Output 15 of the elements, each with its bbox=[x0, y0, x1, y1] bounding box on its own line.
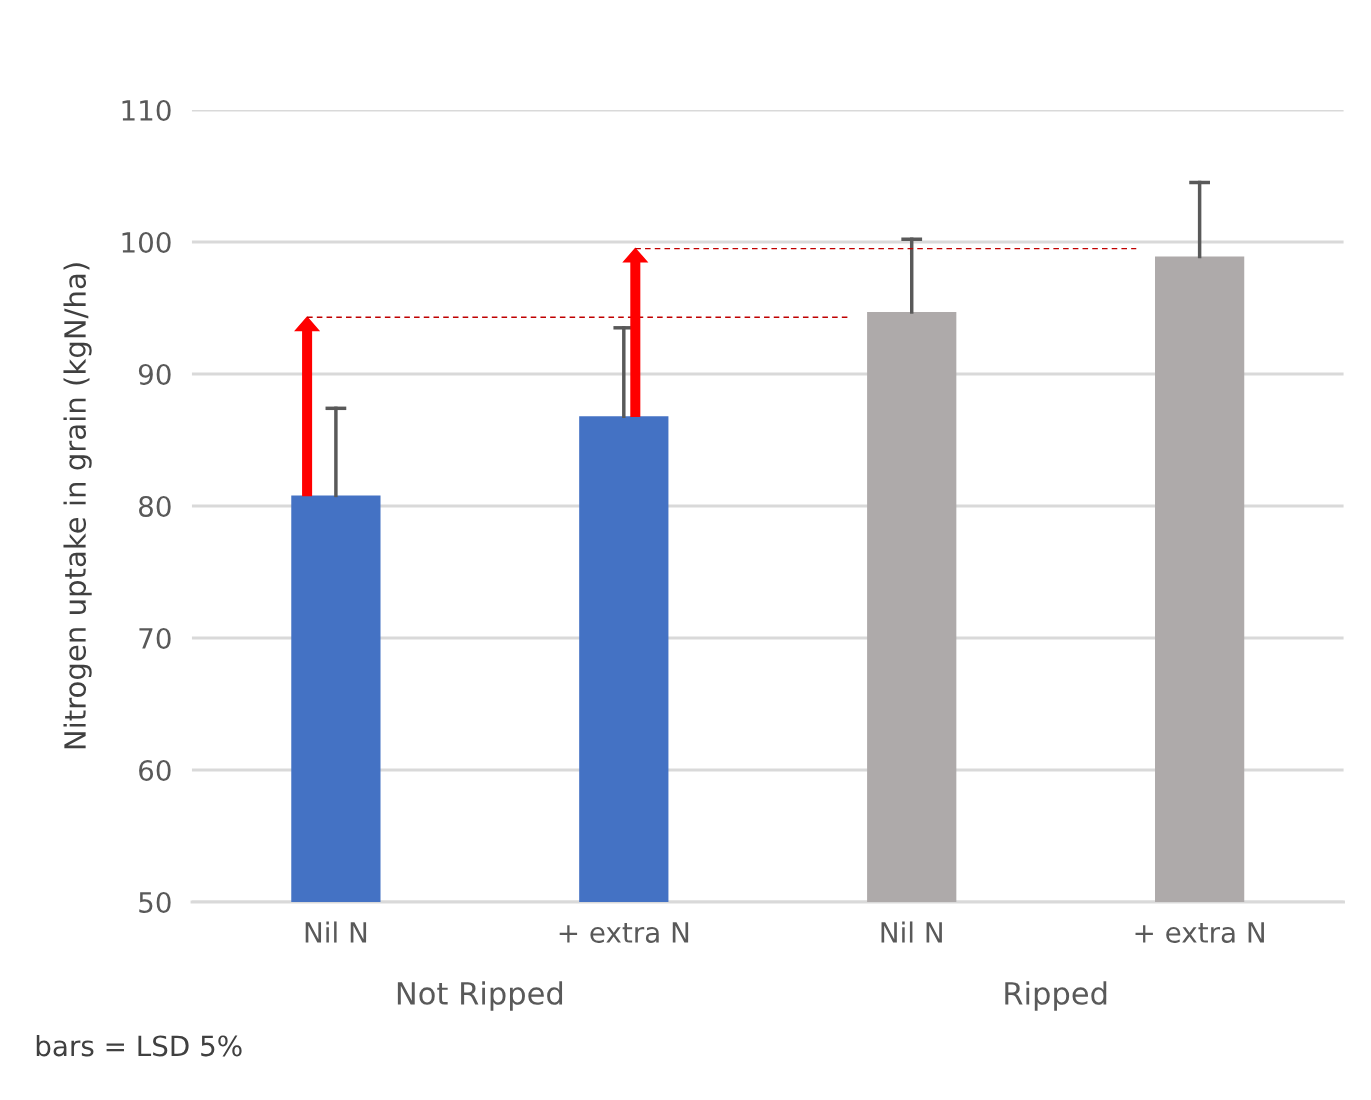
y-axis-title: Nitrogen uptake in grain (kgN/ha) bbox=[63, 263, 92, 749]
y-tick-label: 90 bbox=[138, 363, 171, 385]
y-tick-label: 100 bbox=[122, 231, 171, 253]
text: Not Ripped bbox=[397, 981, 563, 1011]
y-tick-label: 70 bbox=[139, 627, 171, 649]
y-tick-label: 50 bbox=[139, 891, 171, 913]
x-tick-label: + extra N bbox=[1135, 922, 1264, 943]
text: bars = LSD 5% bbox=[36, 1034, 242, 1057]
y-tick-label: 110 bbox=[122, 99, 171, 121]
text: Ripped bbox=[1005, 981, 1107, 1011]
x-tick-label: Nil N bbox=[305, 921, 367, 943]
y-tick-label: 80 bbox=[139, 495, 171, 517]
y-tick-label: 60 bbox=[139, 759, 171, 781]
x-tick-label: + extra N bbox=[559, 922, 689, 943]
x-tick-label: Nil N bbox=[881, 921, 942, 943]
